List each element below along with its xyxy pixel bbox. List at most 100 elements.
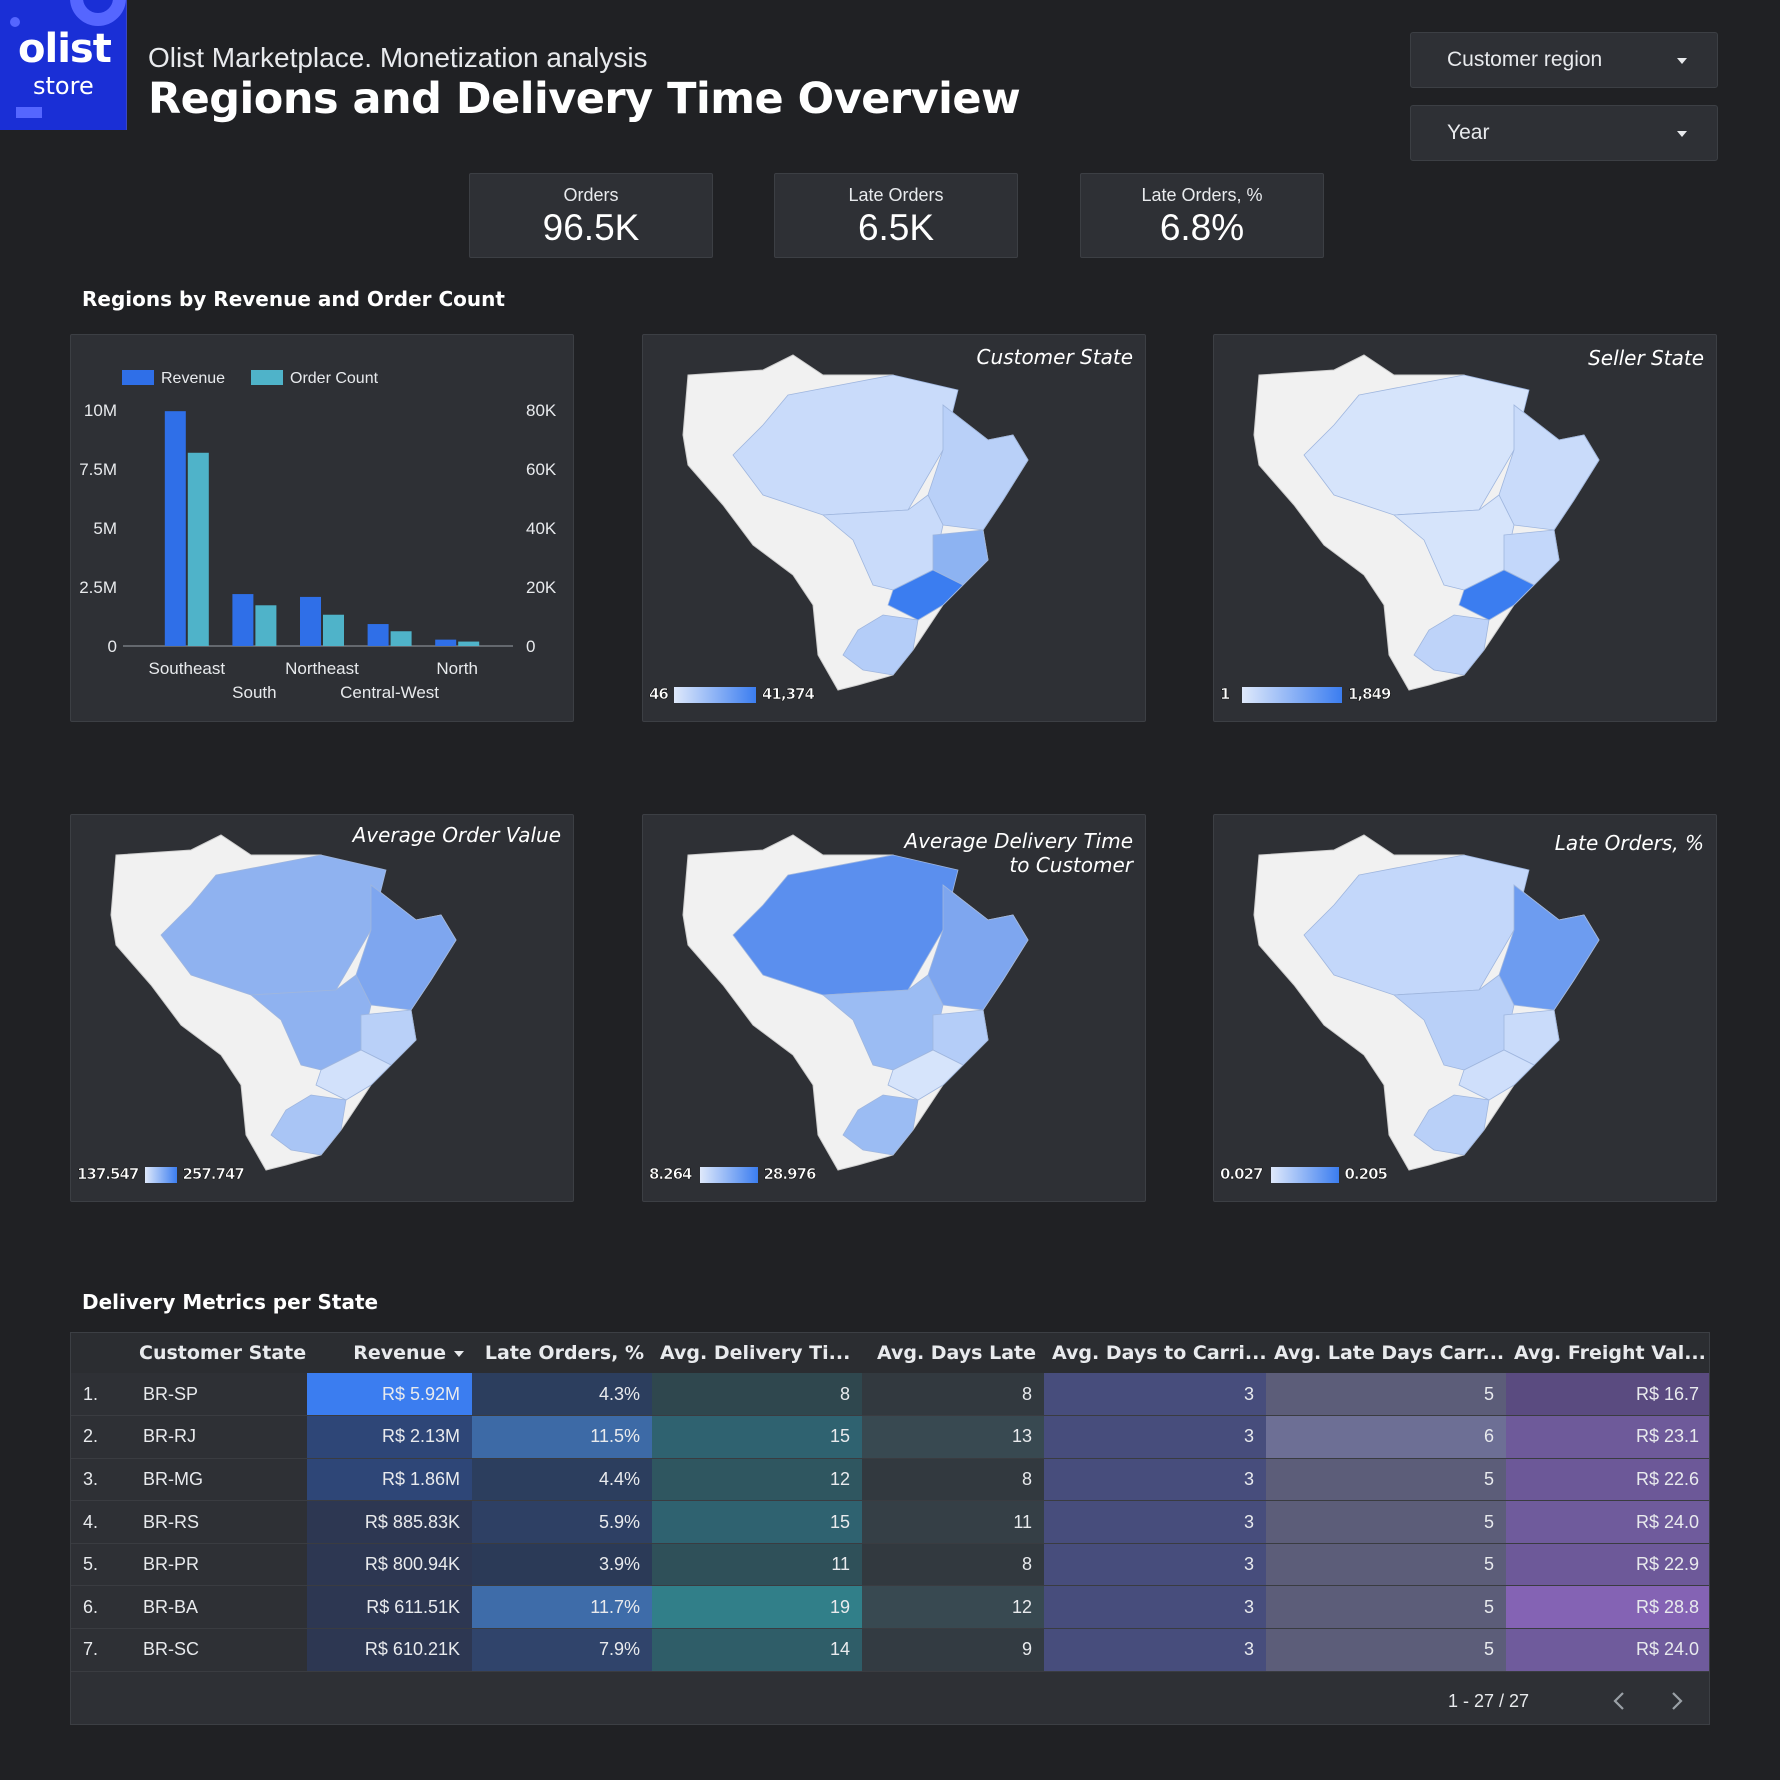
state-region[interactable] (1498, 884, 1600, 1011)
state-region[interactable] (927, 404, 1029, 531)
brazil-states (1303, 854, 1600, 1156)
brazil-choropleth-map[interactable] (1214, 335, 1718, 723)
column-header-state[interactable]: Customer State (131, 1333, 307, 1373)
cell-late-pct: 4.4% (472, 1458, 652, 1502)
state-region[interactable] (360, 1009, 417, 1066)
kpi-late-orders: Late Orders 6.5K (774, 173, 1018, 258)
state-region[interactable] (1458, 1049, 1535, 1101)
brazil-choropleth-map[interactable] (71, 815, 575, 1203)
row-index: 1. (71, 1373, 131, 1417)
cell-state: BR-BA (131, 1585, 307, 1630)
bar-order-count[interactable] (390, 631, 412, 646)
map-panel: Late Orders, % 0.027 0.205 (1213, 814, 1717, 1202)
table-row[interactable]: 4. BR-RS R$ 885.83K 5.9% 15 11 3 5 R$ 24.0 (71, 1500, 1709, 1544)
state-region[interactable] (1503, 1009, 1560, 1066)
report-subtitle: Olist Marketplace. Monetization analysis (148, 42, 648, 73)
map-title: Average Order Value (352, 823, 561, 847)
state-region[interactable] (887, 1049, 964, 1101)
year-filter[interactable]: Year (1410, 105, 1718, 161)
map-title: Seller State (1588, 346, 1704, 370)
state-region[interactable] (1413, 1094, 1490, 1156)
bar-revenue[interactable] (435, 639, 457, 646)
bar-revenue[interactable] (367, 624, 389, 646)
report-title: Regions and Delivery Time Overview (148, 74, 1021, 124)
brazil-states (732, 374, 1029, 676)
column-header-freight[interactable]: Avg. Freight Val... (1506, 1333, 1709, 1373)
state-region[interactable] (842, 614, 919, 676)
state-region[interactable] (1503, 529, 1560, 586)
table-row[interactable]: 1. BR-SP R$ 5.92M 4.3% 8 8 3 5 R$ 16.7 (71, 1373, 1709, 1417)
bar-revenue[interactable] (232, 594, 254, 646)
chevron-left-icon[interactable] (1609, 1690, 1631, 1712)
table-row[interactable]: 7. BR-SC R$ 610.21K 7.9% 14 9 3 5 R$ 24.0 (71, 1628, 1709, 1672)
brazil-choropleth-map[interactable] (643, 335, 1147, 723)
cell-late-pct: 7.9% (472, 1628, 652, 1672)
table-row[interactable]: 6. BR-BA R$ 611.51K 11.7% 19 12 3 5 R$ 28.8 (71, 1585, 1709, 1630)
cell-freight: R$ 22.6 (1506, 1458, 1709, 1502)
cell-state: BR-RJ (131, 1415, 307, 1459)
color-scale-gradient (1242, 687, 1342, 703)
bar-order-count[interactable] (323, 614, 344, 646)
chevron-right-icon[interactable] (1665, 1690, 1687, 1712)
state-region[interactable] (270, 1094, 347, 1156)
x-tick-label: Central-West (340, 683, 439, 702)
cell-revenue: R$ 885.83K (307, 1500, 472, 1544)
brazil-choropleth-map[interactable] (1214, 815, 1718, 1203)
legend-min-value: 46 (649, 685, 669, 704)
cell-late-pct: 11.7% (472, 1585, 652, 1630)
cell-delivery: 15 (652, 1500, 862, 1544)
legend-min-value: 137.547 (77, 1165, 140, 1184)
cell-revenue: R$ 1.86M (307, 1458, 472, 1502)
cell-revenue: R$ 611.51K (307, 1585, 472, 1630)
sort-desc-icon (454, 1350, 464, 1357)
state-region[interactable] (315, 1049, 392, 1101)
bar-order-count[interactable] (187, 452, 209, 646)
customer-region-filter-label: Customer region (1447, 48, 1603, 71)
column-header-revenue[interactable]: Revenue (307, 1333, 472, 1373)
cell-state: BR-MG (131, 1458, 307, 1502)
bar-chart-svg: Revenue Order Count 0 2.5M 5M 7.5M 10M 0 20K 40K 6… (79, 370, 557, 702)
column-header-days-late[interactable]: Avg. Days Late (862, 1333, 1044, 1373)
cell-state: BR-SP (131, 1373, 307, 1417)
bar-revenue[interactable] (300, 596, 321, 646)
bar-revenue[interactable] (164, 411, 186, 646)
customer-region-filter[interactable]: Customer region (1410, 32, 1718, 88)
kpi-value: 6.8% (1159, 207, 1245, 248)
state-region[interactable] (932, 1009, 989, 1066)
kpi-orders: Orders 96.5K (469, 173, 713, 258)
logo-word-store: store (33, 72, 94, 100)
map-title: Customer State (976, 345, 1133, 369)
state-region[interactable] (887, 569, 964, 621)
map-panel: Average Delivery Time to Customer 8.264 28… (642, 814, 1146, 1202)
cell-revenue: R$ 800.94K (307, 1543, 472, 1587)
state-region[interactable] (1498, 404, 1600, 531)
olist-store-logo: olist store (0, 0, 127, 130)
cell-delivery: 11 (652, 1543, 862, 1587)
cell-days-late: 11 (862, 1500, 1044, 1544)
state-region[interactable] (932, 529, 989, 586)
cell-to-carrier: 3 (1044, 1500, 1266, 1544)
map-title: Late Orders, % (1554, 831, 1704, 855)
column-header-late-pct[interactable]: Late Orders, % (472, 1333, 652, 1373)
column-header-delivery[interactable]: Avg. Delivery Ti... (652, 1333, 862, 1373)
state-region[interactable] (1413, 614, 1490, 676)
brazil-states (1303, 374, 1600, 676)
section-title-delivery: Delivery Metrics per State (82, 1290, 379, 1314)
table-row[interactable]: 3. BR-MG R$ 1.86M 4.4% 12 8 3 5 R$ 22.6 (71, 1458, 1709, 1502)
state-region[interactable] (927, 884, 1029, 1011)
table-row[interactable]: 5. BR-PR R$ 800.94K 3.9% 11 8 3 5 R$ 22.9 (71, 1543, 1709, 1587)
y-right-tick-label: 20K (526, 578, 557, 597)
state-region[interactable] (355, 884, 457, 1011)
bar-order-count[interactable] (458, 641, 480, 646)
brazil-choropleth-map[interactable] (643, 815, 1147, 1203)
column-header-to-carrier[interactable]: Avg. Days to Carri... (1044, 1333, 1266, 1373)
column-header-late-carrier[interactable]: Avg. Late Days Carr... (1266, 1333, 1506, 1373)
y-left-tick-label: 7.5M (79, 460, 117, 479)
bar-order-count[interactable] (255, 605, 277, 646)
table-row[interactable]: 2. BR-RJ R$ 2.13M 11.5% 15 13 3 6 R$ 23.1 (71, 1415, 1709, 1459)
state-region[interactable] (1458, 569, 1535, 621)
cell-freight: R$ 24.0 (1506, 1628, 1709, 1672)
chevron-down-icon (1677, 58, 1687, 64)
state-region[interactable] (842, 1094, 919, 1156)
kpi-late-orders-pct: Late Orders, % 6.8% (1080, 173, 1324, 258)
